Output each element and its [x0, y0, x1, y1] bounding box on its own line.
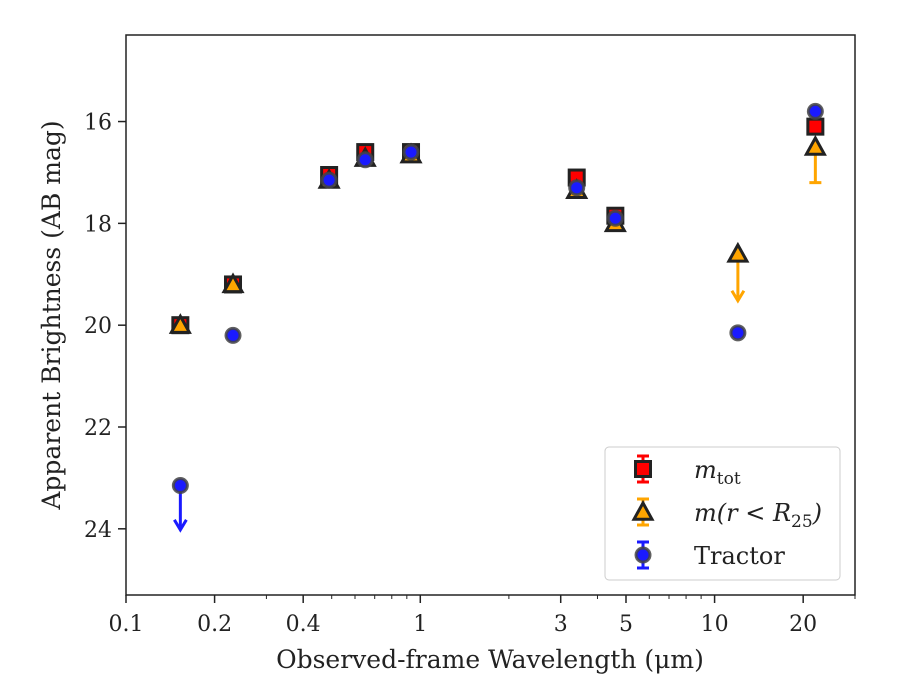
legend-marker-2 [634, 546, 652, 564]
x-tick-label-4: 3 [554, 612, 568, 637]
series-1-point-7 [726, 241, 750, 263]
x-tick-label-6: 10 [701, 612, 729, 637]
series-2-point-5 [568, 179, 586, 197]
y-tick-label-2: 20 [84, 314, 112, 339]
x-tick-label-7: 20 [789, 612, 817, 637]
plot-frame [125, 34, 856, 596]
legend-label-0: mtot [694, 456, 741, 489]
series-1-point-8 [803, 134, 827, 156]
series-2-point-4 [402, 143, 420, 161]
series-1-point-1 [221, 272, 245, 294]
y-tick-label-4: 24 [84, 518, 112, 543]
legend-label-2: Tractor [694, 542, 785, 570]
series-2-point-6 [606, 209, 624, 227]
series-1-limit-arrow-7-head [730, 289, 746, 304]
axis-ticks: 0.1 0.2 0.4 1 3 5 10 20 16 18 20 22 24 [84, 111, 856, 637]
x-tick-label-0: 0.1 [109, 612, 144, 637]
series-2-limit-arrow-0-head [173, 519, 188, 533]
y-tick-label-3: 22 [84, 416, 112, 441]
legend-box [604, 446, 841, 581]
series-2-point-2 [320, 171, 338, 189]
series-circle [171, 102, 824, 533]
series-2-point-3 [356, 151, 374, 169]
legend-marker-0 [634, 460, 652, 478]
y-axis-label: Apparent Brightness (AB mag) [37, 120, 66, 510]
x-axis-label: Observed-frame Wavelength (μm) [276, 645, 704, 674]
series-1-point-0 [168, 313, 192, 334]
y-tick-label-1: 18 [84, 212, 112, 237]
data-marks [168, 102, 827, 533]
series-triangle [168, 134, 827, 334]
legend: mtot m(r < R25) Tractor [604, 446, 841, 581]
series-2-point-0 [171, 477, 189, 495]
series-2-point-8 [806, 102, 824, 120]
y-tick-label-0: 16 [84, 111, 112, 136]
x-tick-label-5: 5 [619, 612, 633, 637]
series-0-point-7 [806, 117, 825, 136]
legend-label-1: m(r < R25) [694, 499, 822, 532]
x-tick-label-2: 0.4 [286, 612, 321, 637]
series-2-point-1 [224, 326, 242, 344]
legend-marker-1 [631, 499, 655, 521]
series-2-point-7 [729, 324, 747, 342]
x-tick-label-1: 0.2 [197, 612, 232, 637]
series-square [171, 117, 825, 335]
x-tick-label-3: 1 [413, 612, 427, 637]
